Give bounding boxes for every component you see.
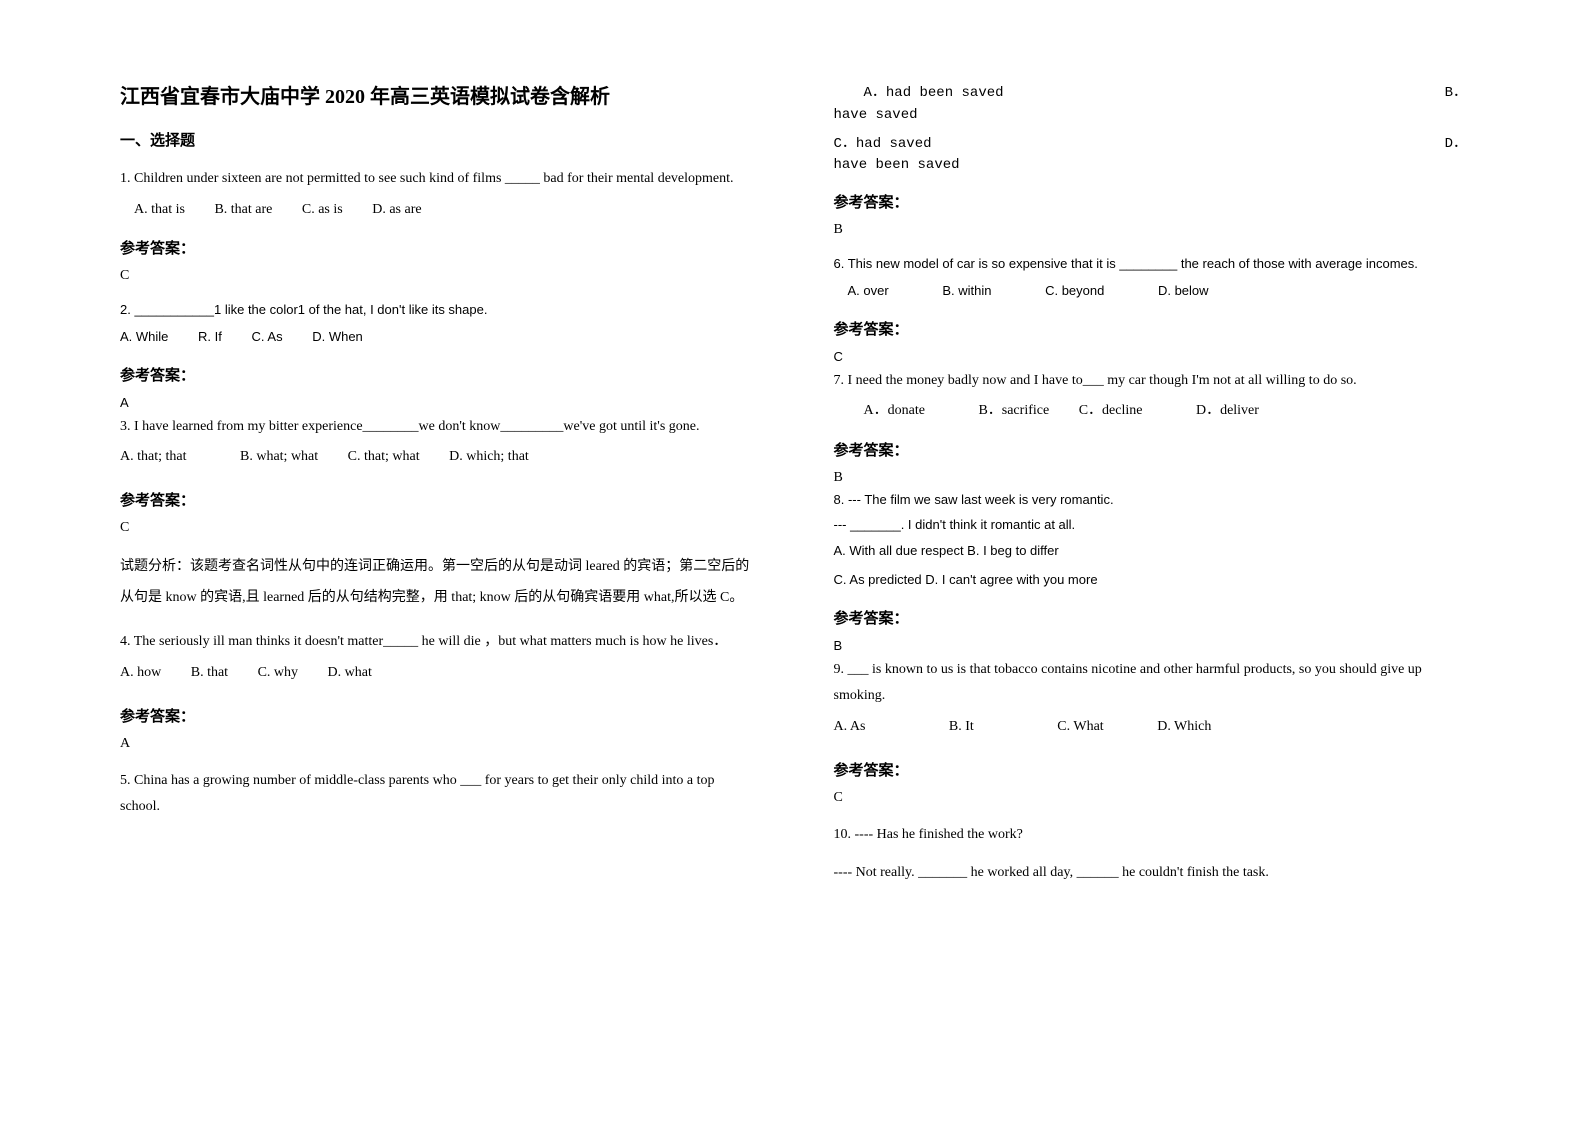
q5-answer-label: 参考答案： xyxy=(834,191,1468,212)
left-column: 江西省宜春市大庙中学 2020 年高三英语模拟试卷含解析 一、选择题 1. Ch… xyxy=(100,80,794,1082)
q2-opt-d: D. When xyxy=(312,329,363,344)
q4-answer-label: 参考答案： xyxy=(120,705,754,726)
q9-options: A. As B. It C. What D. Which xyxy=(834,714,1468,741)
q2-opt-a: A. While xyxy=(120,329,168,344)
q6-options: A. over B. within C. beyond D. below xyxy=(834,279,1468,304)
q4-opt-b: B. that xyxy=(191,665,228,680)
q6-opt-c: C. beyond xyxy=(1045,283,1104,298)
q2-text: 2. ___________1 like the color1 of the h… xyxy=(120,300,754,321)
q3-options: A. that; that B. what; what C. that; wha… xyxy=(120,444,754,471)
q5-opt-c: C．had saved xyxy=(834,131,932,158)
q6-opt-d: D. below xyxy=(1158,283,1209,298)
q3-opt-d: D. which; that xyxy=(449,449,529,464)
q8-answer: B xyxy=(834,638,1468,653)
q5-text: 5. China has a growing number of middle-… xyxy=(120,768,754,821)
q2-answer: A xyxy=(120,395,754,410)
q7-opt-c: C．decline xyxy=(1079,403,1143,418)
q10-line1: 10. ---- Has he finished the work? xyxy=(834,822,1468,849)
q4-opt-a: A. how xyxy=(120,665,161,680)
q8-line4: C. As predicted D. I can't agree with yo… xyxy=(834,568,1468,593)
q3-explanation: 试题分析：该题考查名词性从句中的连词正确运用。第一空后的从句是动词 leared… xyxy=(120,552,754,614)
q7-opt-a: A．donate xyxy=(864,403,925,418)
q9-text: 9. ___ is known to us is that tobacco co… xyxy=(834,657,1468,710)
q1-opt-d: D. as are xyxy=(372,202,421,217)
q7-opt-b: B．sacrifice xyxy=(978,403,1049,418)
q8-line2: --- _______. I didn't think it romantic … xyxy=(834,515,1468,536)
q5-opt-a: A．had been saved xyxy=(834,80,1004,107)
q3-text: 3. I have learned from my bitter experie… xyxy=(120,414,754,441)
q3-answer: C xyxy=(120,520,754,536)
q5-opt-b-text: have saved xyxy=(834,107,1468,123)
q7-options: A．donate B．sacrifice C．decline D．deliver xyxy=(834,398,1468,425)
q1-opt-b: B. that are xyxy=(214,202,272,217)
q9-opt-d: D. Which xyxy=(1157,719,1211,734)
q4-answer: A xyxy=(120,736,754,752)
q5-opt-d: D． xyxy=(1445,131,1467,158)
q4-opt-c: C. why xyxy=(258,665,298,680)
q8-line3: A. With all due respect B. I beg to diff… xyxy=(834,539,1468,564)
q1-opt-c: C. as is xyxy=(302,202,343,217)
q7-answer: B xyxy=(834,470,1468,486)
q8-answer-label: 参考答案： xyxy=(834,607,1468,628)
q3-answer-label: 参考答案： xyxy=(120,489,754,510)
q4-options: A. how B. that C. why D. what xyxy=(120,660,754,687)
q5-opt-b: B． xyxy=(1445,80,1467,107)
q9-opt-a: A. As xyxy=(834,719,866,734)
q1-text: 1. Children under sixteen are not permit… xyxy=(120,166,754,193)
q7-answer-label: 参考答案： xyxy=(834,439,1468,460)
q8-line1: 8. --- The film we saw last week is very… xyxy=(834,490,1468,511)
q1-opt-a: A. that is xyxy=(134,202,185,217)
q9-answer-label: 参考答案： xyxy=(834,759,1468,780)
q3-opt-c: C. that; what xyxy=(348,449,420,464)
q2-opt-c: C. As xyxy=(252,329,283,344)
q6-answer: C xyxy=(834,349,1468,364)
q6-answer-label: 参考答案： xyxy=(834,318,1468,339)
q7-opt-d: D．deliver xyxy=(1196,403,1259,418)
q5-row-ab: A．had been saved B． xyxy=(834,80,1468,107)
q1-answer: C xyxy=(120,268,754,284)
q9-answer: C xyxy=(834,790,1468,806)
q2-options: A. While R. If C. As D. When xyxy=(120,325,754,350)
q7-text: 7. I need the money badly now and I have… xyxy=(834,368,1468,395)
q2-answer-label: 参考答案： xyxy=(120,364,754,385)
q6-text: 6. This new model of car is so expensive… xyxy=(834,254,1468,275)
q3-opt-a: A. that; that xyxy=(120,449,187,464)
q10-line2: ---- Not really. _______ he worked all d… xyxy=(834,860,1468,887)
section-header: 一、选择题 xyxy=(120,129,754,150)
q4-opt-d: D. what xyxy=(328,665,372,680)
q5-opt-d-text: have been saved xyxy=(834,157,1468,173)
q1-options: A. that is B. that are C. as is D. as ar… xyxy=(120,197,754,224)
q9-opt-b: B. It xyxy=(949,719,974,734)
page-title: 江西省宜春市大庙中学 2020 年高三英语模拟试卷含解析 xyxy=(120,80,754,109)
right-column: A．had been saved B． have saved C．had sav… xyxy=(794,80,1488,1082)
q6-opt-a: A. over xyxy=(848,283,889,298)
q6-opt-b: B. within xyxy=(942,283,991,298)
q3-opt-b: B. what; what xyxy=(240,449,318,464)
q9-opt-c: C. What xyxy=(1057,719,1103,734)
q5-answer: B xyxy=(834,222,1468,238)
q5-row-cd: C．had saved D． xyxy=(834,131,1468,158)
q2-opt-b: R. If xyxy=(198,329,222,344)
q1-answer-label: 参考答案： xyxy=(120,237,754,258)
q4-text: 4. The seriously ill man thinks it doesn… xyxy=(120,629,754,656)
